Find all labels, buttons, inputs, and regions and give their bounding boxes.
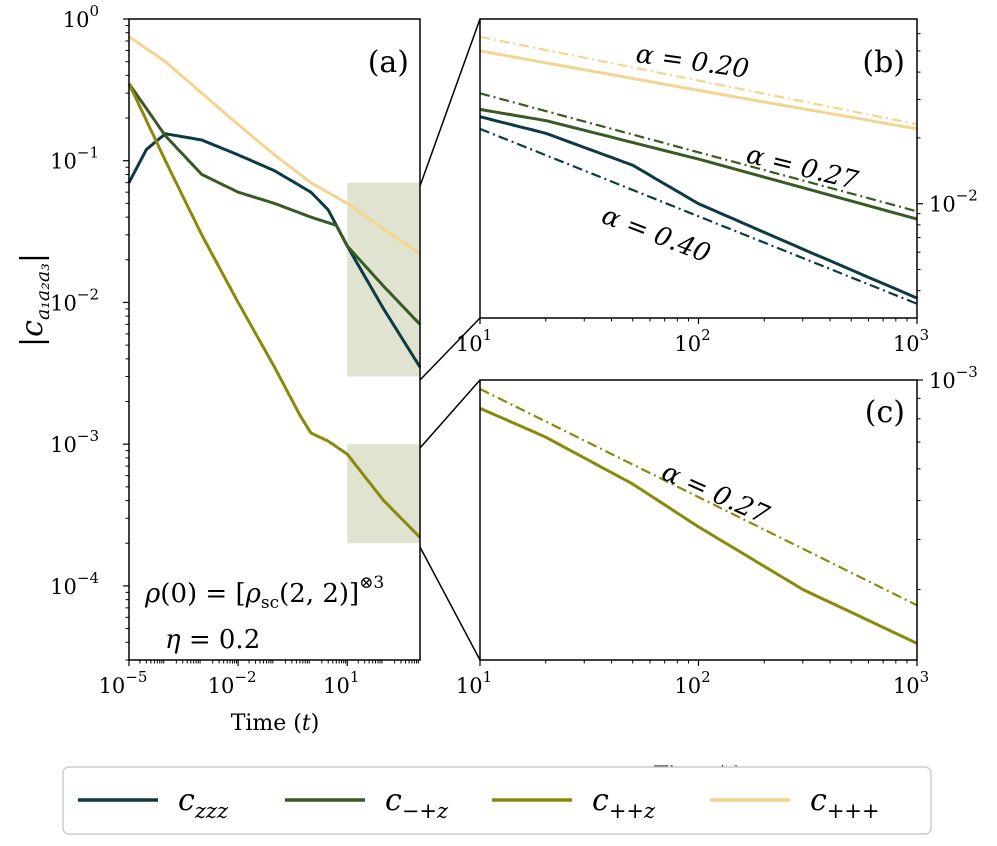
eta-value: = 0.2 [181,625,261,655]
eta-symbol: η [165,625,181,655]
y-tick-exp-b-0: −2 [956,187,978,205]
zoom-region-0 [347,182,420,377]
y-tick-label-a-0: 100 [63,2,99,32]
fit-line-b-1 [479,92,918,213]
series-a-0 [127,132,422,368]
abs-left: | [15,337,50,347]
abs-right: | [15,253,50,263]
panel-c-frame [479,379,918,661]
fit-line-b-0 [479,35,918,126]
y-tick-label-b-0: 10−2 [929,187,978,217]
panel-a-frame [128,18,421,661]
y-tick-label-c-0: 10−3 [929,363,978,393]
y-tick-exp-c-0: −3 [956,363,978,381]
connector-b-bottom [419,317,481,381]
x-tick-label-b-1: 102 [674,326,710,356]
rho-params: (2, 2)] [279,579,359,609]
y-tick-exp-a-3: −3 [77,427,99,445]
y-tick-exp-a-2: −2 [77,285,99,303]
y-tick-label-a-1: 10−1 [50,144,99,174]
x-tick-label-b-0: 101 [456,326,492,356]
zoom-connectors [419,18,481,661]
initial-state-annotation: ρ(0) = [ρsc(2, 2)]⊗3 [144,573,384,613]
x-tick-label-c-2: 103 [893,668,929,698]
alpha-label-020: α = 0.20 [634,39,751,85]
legend-sub-3: +++ [827,799,880,823]
x-tick-label-a-0: 10−5 [99,668,148,698]
x-tick-exp-a-1: −2 [234,668,256,686]
y-tick-exp-a-0: 0 [89,2,99,20]
x-tick-exp-b-2: 3 [920,326,930,344]
legend-sub-1: −+z [402,799,449,823]
panel-b-label: (b) [862,45,905,80]
series-c-0 [479,406,918,645]
x-tick-exp-c-0: 1 [483,668,493,686]
connector-b-top [419,18,481,187]
alpha-label-040: α = 0.40 [597,201,714,270]
x-tick-label-c-0: 101 [456,668,492,698]
y-tick-label-a-3: 10−3 [50,427,99,457]
x-tick-label-c-1: 102 [674,668,710,698]
y-tick-label-a-2: 10−2 [50,285,99,315]
x-tick-exp-c-2: 3 [920,668,930,686]
series-b-2 [479,49,918,131]
fit-line-c-0 [479,387,918,607]
x-tick-label-a-2: 101 [323,668,359,698]
fit-line-b-2 [479,127,918,305]
x-tick-exp-a-0: −5 [125,668,147,686]
x-tick-exp-b-1: 2 [701,326,711,344]
legend: czzz c−+z c++z c+++ [62,766,932,835]
panel-c-label: (c) [865,395,905,430]
y-axis-label-text: |ca₁a₂a₃| [15,253,54,347]
x-tick-exp-c-1: 2 [701,668,711,686]
series-a-1 [127,82,422,326]
y-tick-exp-a-1: −1 [77,144,99,162]
x-tick-label-a-1: 10−2 [208,668,257,698]
y-tick-exp-a-4: −4 [77,569,99,587]
legend-sub-0: zzz [194,799,229,823]
connector-c-top [419,379,481,449]
series-a-2 [127,82,422,539]
panel-a-label: (a) [368,45,409,80]
x-axis-t-a: t [302,711,311,736]
series-b-0 [479,115,918,300]
x-tick-label-b-2: 103 [893,326,929,356]
alpha-label-027-c: α = 0.27 [657,457,774,531]
rho-symbol-2: ρ [245,579,262,609]
rho-symbol: ρ [144,579,161,609]
series-b-1 [479,107,918,221]
x-axis-label-a: Time (t) [231,711,320,736]
rho-arg: (0) = [ [160,579,245,609]
series-a-3 [128,35,421,256]
rho-sub: sc [261,593,279,613]
legend-sub-2: ++z [609,799,656,823]
y-tick-label-a-4: 10−4 [50,569,99,599]
y-sub: a₁a₂a₃ [32,263,54,320]
eta-annotation: η = 0.2 [165,625,260,655]
connector-c-bottom [419,546,481,661]
x-tick-exp-b-0: 1 [483,326,493,344]
tensor-power: ⊗3 [359,573,384,593]
x-tick-exp-a-2: 1 [350,668,360,686]
y-axis-label: |ca₁a₂a₃| [15,253,54,347]
